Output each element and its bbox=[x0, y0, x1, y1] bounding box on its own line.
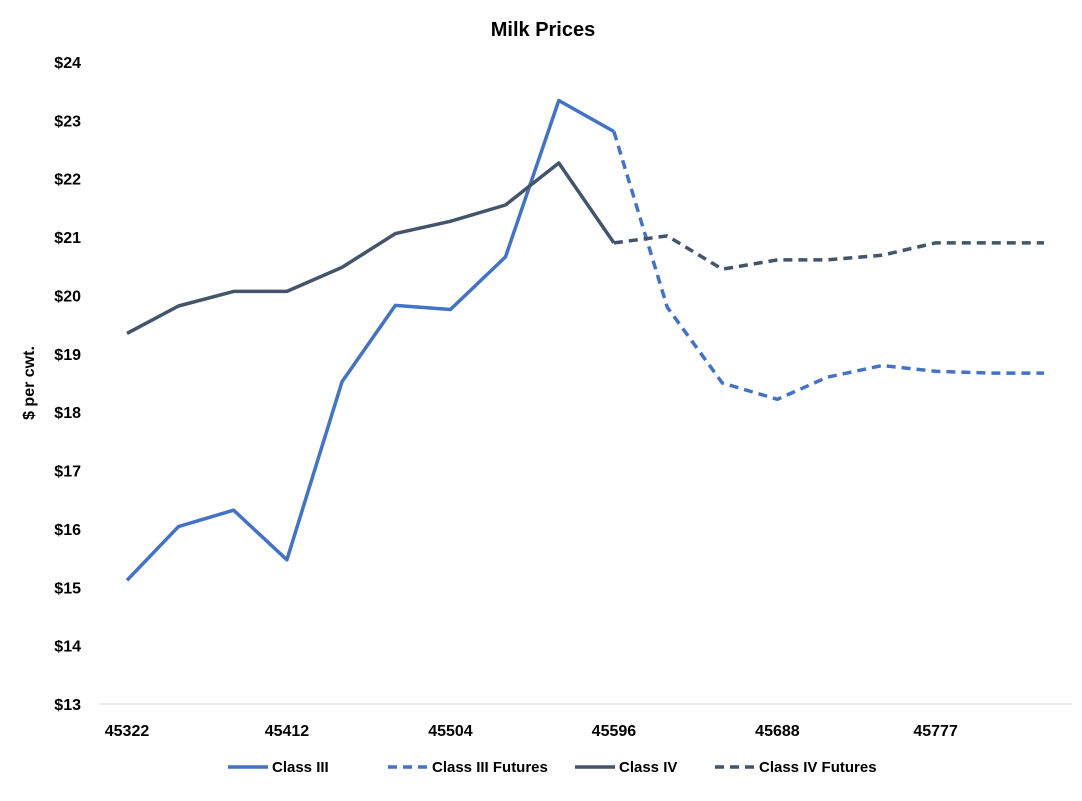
legend: Class III Class III Futures Class IV Class … bbox=[228, 759, 877, 776]
legend-label: Class III bbox=[272, 759, 329, 776]
y-tick-label: $13 bbox=[54, 697, 81, 714]
y-axis-label: $ per cwt. bbox=[21, 346, 38, 420]
y-tick-label: $19 bbox=[54, 347, 81, 364]
y-tick-label: $17 bbox=[54, 464, 81, 481]
x-axis-ticks: 45322 45412 45504 45596 45688 45777 bbox=[105, 723, 958, 740]
x-tick-label: 45322 bbox=[105, 723, 150, 740]
y-tick-label: $20 bbox=[54, 288, 81, 305]
x-tick-label: 45596 bbox=[592, 723, 637, 740]
x-tick-label: 45412 bbox=[265, 723, 310, 740]
y-tick-label: $22 bbox=[54, 172, 81, 189]
y-tick-label: $15 bbox=[54, 580, 81, 597]
x-tick-label: 45504 bbox=[428, 723, 473, 740]
y-tick-label: $23 bbox=[54, 113, 81, 130]
chart-title: Milk Prices bbox=[491, 19, 596, 41]
y-tick-label: $24 bbox=[54, 55, 81, 72]
legend-label: Class IV Futures bbox=[759, 759, 877, 776]
y-axis-ticks: $13 $14 $15 $16 $17 $18 $19 $20 $21 $22 $23 $24 bbox=[54, 55, 81, 714]
y-tick-label: $21 bbox=[54, 230, 81, 247]
series-line-class-iii-futures bbox=[612, 130, 1044, 402]
y-tick-label: $18 bbox=[54, 405, 81, 422]
series-layer bbox=[125, 98, 1044, 582]
x-tick-label: 45777 bbox=[913, 723, 958, 740]
y-tick-label: $16 bbox=[54, 522, 81, 539]
legend-label: Class III Futures bbox=[432, 759, 548, 776]
y-tick-label: $14 bbox=[54, 639, 81, 656]
legend-label: Class IV bbox=[619, 759, 677, 776]
series-line-class-iv-futures bbox=[613, 234, 1044, 271]
x-tick-label: 45688 bbox=[755, 723, 800, 740]
series-line-class-iv bbox=[126, 161, 616, 335]
series-line-class-iii bbox=[125, 98, 615, 582]
